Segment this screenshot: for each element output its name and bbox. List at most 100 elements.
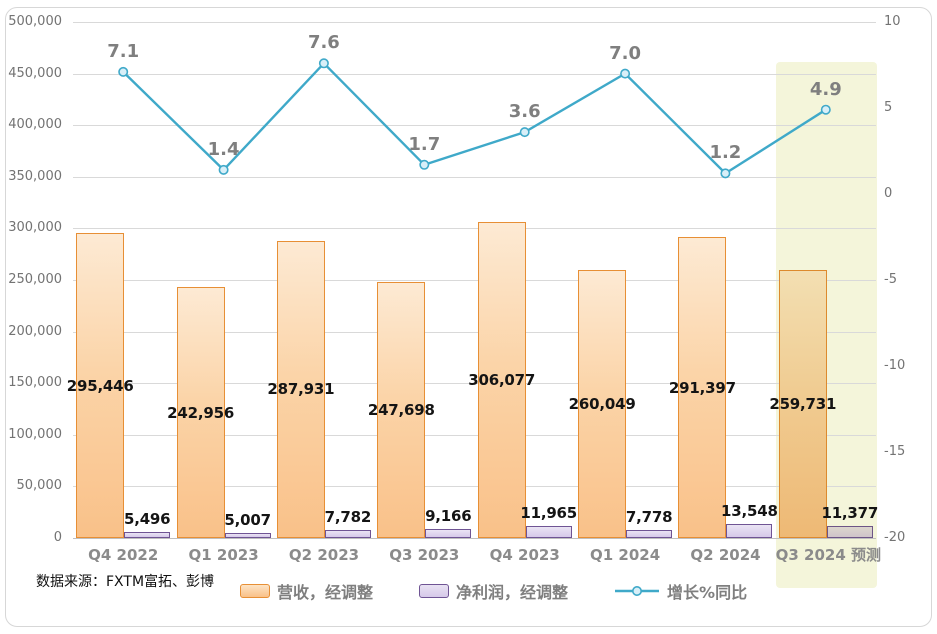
net-profit-value-label: 13,548 — [721, 502, 778, 520]
source-note: 数据来源：FXTM富拓、彭博 — [36, 574, 215, 590]
growth-line-path — [122, 61, 827, 175]
net-profit-value-label: 11,965 — [520, 503, 578, 522]
net-profit-value-label: 5,007 — [224, 510, 271, 529]
left-axis-tick-label: 400,000 — [8, 117, 62, 133]
gridline — [73, 486, 876, 488]
growth-value-label: 7.1 — [107, 40, 140, 62]
gridline — [73, 176, 876, 178]
revenue-swatch-icon — [240, 584, 270, 598]
revenue-value-label: 306,077 — [468, 371, 536, 390]
growth-line-series — [118, 58, 831, 179]
category-label: Q1 2023 — [188, 546, 259, 564]
growth-marker — [419, 159, 430, 170]
revenue-value-label: 291,397 — [668, 378, 736, 397]
legend-item-net-profit: 净利润，经调整 — [419, 579, 568, 603]
revenue-value-label: 260,049 — [568, 394, 636, 413]
chart-border — [5, 7, 932, 627]
bar-group — [575, 22, 675, 538]
legend-label-growth: 增长%同比 — [667, 583, 748, 602]
gridline — [73, 538, 876, 539]
net-profit-value-label: 7,778 — [625, 508, 673, 526]
gridline — [73, 434, 876, 436]
category-label: Q3 2023 — [389, 546, 460, 564]
right-axis-tick-label: -20 — [884, 530, 906, 545]
category-label: Q4 2023 — [489, 546, 560, 564]
growth-value-label: 7.0 — [609, 42, 642, 64]
net-profit-bar — [826, 526, 873, 538]
growth-marker — [620, 68, 631, 79]
right-axis-tick-label: -15 — [884, 444, 906, 459]
category-label: Q2 2023 — [288, 546, 360, 564]
left-axis-tick-label: 500,000 — [8, 14, 62, 29]
net-profit-bar — [626, 530, 673, 538]
net-profit-value-label: 5,496 — [123, 510, 171, 529]
growth-marker — [519, 127, 530, 138]
gridline — [73, 228, 876, 230]
category-label: Q4 2022 — [88, 546, 159, 564]
net-profit-bar — [324, 530, 371, 538]
revenue-value-label: 242,956 — [167, 403, 235, 422]
net-profit-bar — [525, 525, 572, 538]
revenue-value-label: 295,446 — [66, 376, 134, 395]
growth-marker — [720, 168, 731, 179]
revenue-bar — [778, 270, 827, 538]
bar-group — [475, 22, 575, 538]
revenue-bar — [276, 240, 325, 538]
revenue-bar — [678, 237, 727, 538]
category-label: Q3 2024 预测 — [775, 546, 881, 564]
left-axis-tick-label: 0 — [53, 530, 62, 545]
gridline — [73, 280, 876, 281]
left-axis-tick-label: 100,000 — [8, 426, 62, 442]
revenue-bar — [176, 287, 225, 538]
growth-value-label: 7.6 — [307, 32, 340, 54]
growth-value-label: 3.6 — [508, 101, 541, 123]
revenue-value-label: 247,698 — [367, 401, 435, 420]
net-profit-bar — [425, 528, 472, 538]
revenue-value-label: 287,931 — [267, 380, 335, 399]
growth-marker — [218, 164, 229, 175]
left-axis-tick-label: 350,000 — [8, 168, 62, 184]
category-label: Q1 2024 — [590, 546, 661, 564]
net-profit-bar — [124, 532, 171, 538]
revenue-bar — [76, 233, 125, 538]
legend-label-net-profit: 净利润，经调整 — [456, 583, 569, 602]
net-profit-bar — [726, 524, 773, 538]
right-axis-tick-label: 10 — [884, 14, 901, 29]
left-axis-tick-label: 150,000 — [8, 375, 62, 391]
revenue-bar — [578, 269, 627, 538]
bar-group — [73, 22, 173, 538]
left-axis-tick-label: 250,000 — [8, 272, 62, 287]
growth-marker — [318, 58, 329, 69]
growth-marker — [118, 66, 129, 77]
gridline — [73, 73, 876, 75]
left-axis-tick-label: 300,000 — [8, 220, 62, 236]
gridline — [73, 22, 876, 23]
growth-marker — [820, 104, 831, 115]
growth-value-label: 1.7 — [408, 133, 441, 155]
legend-item-revenue: 营收，经调整 — [240, 579, 373, 603]
gridline — [73, 383, 876, 385]
bar-group — [173, 22, 273, 538]
growth-value-label: 4.9 — [809, 78, 842, 100]
left-axis-tick-label: 50,000 — [16, 478, 63, 494]
bar-group — [374, 22, 474, 538]
left-axis-tick-label: 450,000 — [8, 65, 62, 81]
bar-group — [675, 22, 775, 538]
category-label: Q2 2024 — [690, 546, 761, 564]
net-profit-value-label: 9,166 — [425, 506, 472, 525]
bar-group — [776, 22, 876, 538]
gridline — [73, 125, 876, 127]
revenue-bar — [377, 282, 426, 538]
right-axis-tick-label: -5 — [884, 272, 897, 287]
legend: 营收，经调整 净利润，经调整 增长%同比 — [240, 579, 747, 603]
net-profit-value-label: 11,377 — [821, 504, 879, 523]
right-axis-tick-label: -10 — [884, 358, 906, 373]
bar-group — [274, 22, 374, 538]
left-axis-tick-label: 200,000 — [8, 323, 62, 339]
net-profit-value-label: 7,782 — [324, 508, 372, 526]
growth-value-label: 1.2 — [709, 142, 742, 164]
right-axis-tick-label: 0 — [884, 186, 893, 201]
gridline — [73, 331, 876, 333]
right-axis-tick-label: 5 — [884, 100, 893, 115]
